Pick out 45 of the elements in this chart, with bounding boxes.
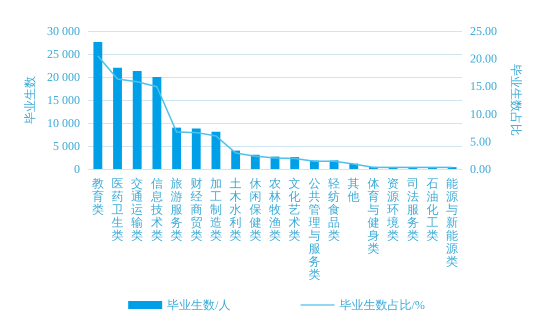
- y2-tick-label: 15.00: [470, 79, 497, 94]
- y-tick-label: 0: [74, 162, 80, 176]
- bar: [93, 42, 102, 169]
- legend-label: 毕业生数占比/%: [340, 298, 425, 312]
- y-tick-label: 5 000: [53, 139, 80, 153]
- y-tick-label: 25 000: [47, 47, 80, 61]
- x-tick-label: 土木水利类: [230, 176, 242, 242]
- x-tick-label: 其他: [348, 176, 360, 204]
- x-tick-label: 加工制造类: [210, 176, 222, 242]
- y-tick-label: 10 000: [47, 116, 80, 130]
- x-tick-label: 轻纺食品类: [328, 176, 340, 242]
- y-axis-title: 毕业生数: [23, 76, 38, 124]
- bar: [212, 132, 220, 169]
- bar: [113, 68, 122, 169]
- x-tick-label: 公共管理与服务类: [308, 176, 320, 282]
- bar: [231, 150, 240, 169]
- x-tick-label: 文化艺术类: [288, 176, 301, 242]
- x-tick-label: 石油化工类: [426, 176, 438, 242]
- x-tick-label: 休闲保健类: [249, 176, 262, 242]
- y-tick-label: 15 000: [47, 93, 80, 107]
- y2-tick-label: 10.00: [470, 106, 497, 121]
- y2-tick-label: 25.00: [470, 24, 497, 38]
- x-tick-label: 能源与新能源类: [446, 176, 458, 268]
- legend-label: 毕业生数/人: [167, 298, 231, 312]
- y2-tick-label: 0.00: [470, 162, 491, 176]
- x-tick-label: 交通运输类: [131, 176, 144, 242]
- x-tick-label: 医药卫生类: [112, 176, 124, 242]
- y2-axis-title: 毕业生数占比: [509, 64, 523, 136]
- bar: [132, 71, 142, 169]
- bar: [172, 128, 182, 169]
- y2-tick-label: 5.00: [470, 134, 491, 148]
- x-tick-label: 教育类: [92, 176, 104, 216]
- line-series: [97, 55, 453, 168]
- y-tick-label: 30 000: [47, 24, 80, 38]
- x-tick-label: 农林牧渔类: [268, 176, 281, 242]
- bar: [152, 77, 162, 169]
- x-tick-label: 体育与健身类: [367, 176, 380, 256]
- x-tick-label: 财经商贸类: [190, 176, 202, 242]
- bar: [192, 128, 201, 169]
- y2-tick-label: 20.00: [470, 52, 497, 66]
- x-tick-label: 旅游服务类: [170, 176, 183, 242]
- y-tick-label: 20 000: [47, 70, 80, 84]
- x-tick-label: 资源环境类: [386, 176, 400, 242]
- x-tick-label: 信息技术类: [150, 176, 163, 242]
- x-tick-label: 司法服务类: [406, 176, 419, 242]
